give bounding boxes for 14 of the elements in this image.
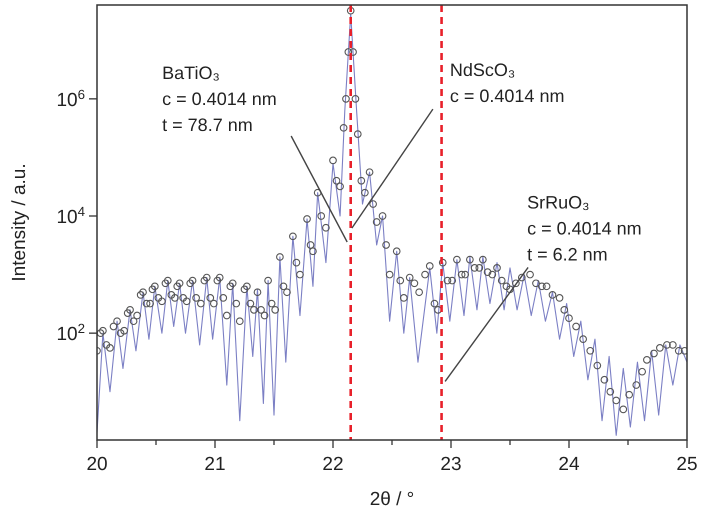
x-tick-label: 22	[322, 454, 344, 475]
y-tick-label: 10$^{2}$	[56, 320, 85, 346]
x-tick-label: 21	[204, 454, 226, 475]
y-tick-label: 10$^{4}$	[56, 204, 85, 228]
y-axis-title: Intensity / a.u.	[9, 163, 30, 282]
x-tick-label: 23	[440, 454, 462, 475]
y-tick-label: 10$^{6}$	[56, 86, 85, 111]
annotation: NdScO₃ c = 0.4014 nm	[450, 60, 564, 106]
x-tick-label: 24	[558, 454, 580, 475]
x-tick-label: 20	[86, 454, 108, 475]
x-tick-label: 25	[676, 454, 698, 475]
annotation: BaTiO₃ c = 0.4014 nm t = 78.7 nm	[162, 62, 277, 135]
annotation: SrRuO₃ c = 0.4014 nm t = 6.2 nm	[527, 192, 642, 264]
x-axis-title: 2θ / °	[370, 489, 414, 510]
